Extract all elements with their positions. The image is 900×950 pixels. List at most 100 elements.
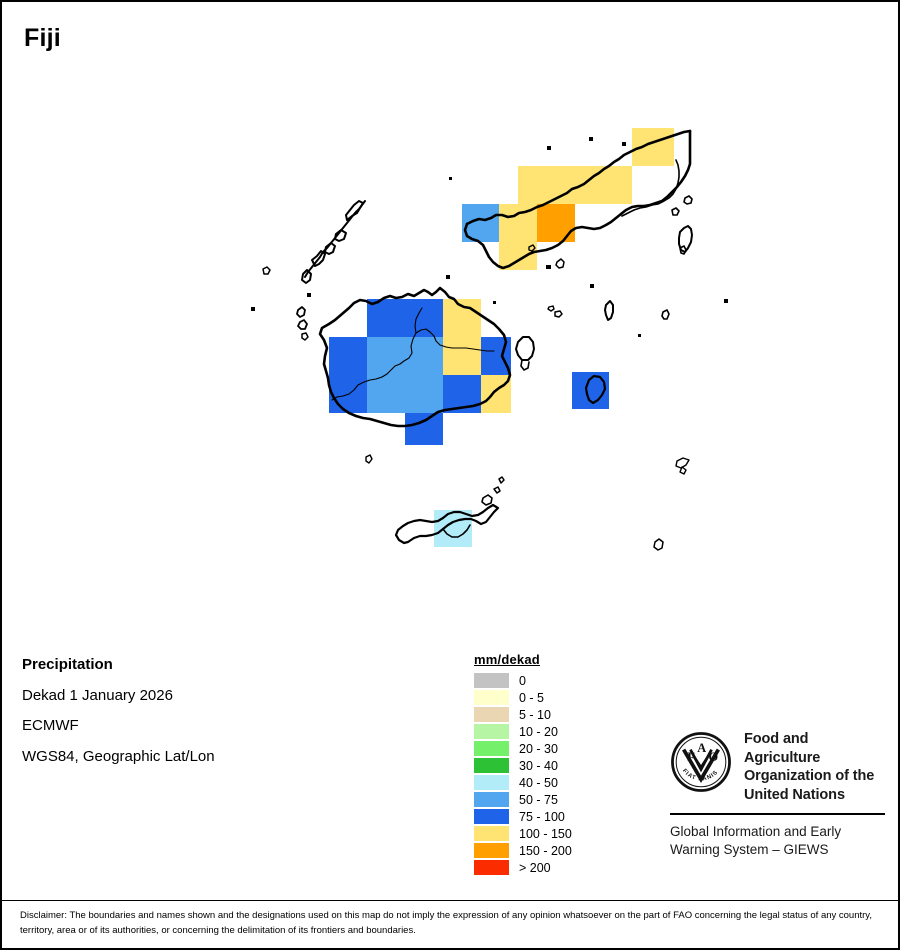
coast-mamanuca-3	[301, 332, 309, 341]
legend-color-swatch	[474, 741, 509, 756]
coast-ovalau	[515, 336, 535, 361]
coast-islet-e	[547, 305, 555, 312]
coast-kadavu-islet	[481, 494, 493, 506]
coast-islet-a	[661, 309, 670, 320]
coast-taveuni	[678, 225, 693, 253]
precipitation-cell	[518, 166, 612, 204]
coast-viti-levu	[318, 286, 512, 428]
disclaimer-text: Disclaimer: The boundaries and names sho…	[20, 910, 872, 936]
coast-kadavu-dot-2	[498, 476, 505, 484]
islet-dot-6	[589, 137, 593, 141]
islet-dot-4	[590, 284, 594, 288]
coast-vanua-levu-south	[463, 129, 692, 270]
legend-row: 0 - 5	[470, 689, 610, 706]
coast-natewa-peninsula	[621, 159, 680, 217]
coast-rabi	[683, 195, 693, 205]
legend-row: 10 - 20	[470, 723, 610, 740]
coastline-layer	[251, 129, 728, 551]
islet-dot-3	[446, 275, 450, 279]
legend-color-swatch	[474, 758, 509, 773]
legend-label: 20 - 30	[519, 741, 558, 756]
legend-label: 75 - 100	[519, 809, 565, 824]
legend-color-swatch	[474, 860, 509, 875]
legend-color-swatch	[474, 707, 509, 722]
precipitation-cell	[367, 299, 443, 337]
interior-boundary-viti-levu-3	[414, 307, 423, 334]
legend-label: 50 - 75	[519, 792, 558, 807]
info-variable: Precipitation	[22, 656, 113, 673]
coast-islet-c	[554, 310, 563, 318]
legend-color-swatch	[474, 843, 509, 858]
legend-row: 5 - 10	[470, 706, 610, 723]
legend-label: 5 - 10	[519, 707, 551, 722]
legend-row: 20 - 30	[470, 740, 610, 757]
islet-dot-7	[251, 307, 255, 311]
coast-islet-d	[555, 258, 565, 269]
islet-dot-9	[622, 142, 626, 146]
coast-yasawa-segment-5	[345, 200, 364, 221]
svg-text:A: A	[697, 741, 706, 755]
legend-label: 40 - 50	[519, 775, 558, 790]
map-legend: mm/dekad 0 0 - 5 5 - 10 10 - 20 20 - 30 30 - …	[470, 652, 610, 876]
islet-dot-11	[638, 334, 641, 337]
legend-row: 0	[470, 672, 610, 689]
coast-yasawa-segment-2	[311, 250, 326, 267]
map-canvas[interactable]	[2, 2, 898, 642]
islet-dot-10	[493, 301, 496, 304]
coast-kadavu-dot-1	[493, 486, 501, 494]
coast-islet-j	[528, 244, 536, 252]
disclaimer-divider	[2, 900, 898, 901]
coast-vanua-levu	[465, 129, 692, 226]
coast-gau	[604, 300, 614, 321]
legend-color-swatch	[474, 792, 509, 807]
svg-text:F: F	[687, 750, 695, 764]
fao-branding-block: F A O FIAT PANIS Food and Agriculture Or…	[670, 730, 885, 860]
info-period: Dekad 1 January 2026	[22, 686, 173, 704]
legend-color-swatch	[474, 724, 509, 739]
islet-dot-12	[449, 177, 452, 180]
legend-label: 30 - 40	[519, 758, 558, 773]
legend-row: 40 - 50	[470, 774, 610, 791]
legend-row: 100 - 150	[470, 825, 610, 842]
legend-row: > 200	[470, 859, 610, 876]
fao-logo-icon: F A O FIAT PANIS	[670, 731, 732, 798]
coast-yasawa-segment-1	[301, 269, 312, 284]
coast-koro	[584, 374, 607, 405]
precipitation-cell	[612, 166, 632, 204]
map-graphic	[251, 128, 728, 551]
legend-label: 0 - 5	[519, 690, 545, 705]
coast-yasawa-segment-4	[334, 229, 347, 242]
legend-label: 150 - 200	[519, 843, 572, 858]
fao-divider	[670, 813, 885, 816]
coast-yasawa-segment-3	[324, 242, 336, 255]
legend-color-swatch	[474, 809, 509, 824]
islet-dot-8	[307, 293, 311, 297]
coast-kioa	[671, 207, 680, 216]
coast-islet-h	[653, 538, 664, 551]
precipitation-grid-layer	[329, 128, 674, 547]
islet-dot-1	[547, 146, 551, 150]
coast-islet-g	[679, 466, 687, 475]
legend-row: 50 - 75	[470, 791, 610, 808]
legend-row: 150 - 200	[470, 842, 610, 859]
coast-islet-f	[675, 457, 690, 469]
islet-dot-2	[546, 265, 551, 269]
legend-label: > 200	[519, 860, 551, 875]
precipitation-cell	[537, 204, 575, 242]
legend-color-swatch	[474, 673, 509, 688]
legend-title: mm/dekad	[474, 652, 540, 667]
info-source: ECMWF	[22, 717, 79, 734]
interior-boundary-viti-levu-2	[415, 328, 495, 352]
legend-color-swatch	[474, 826, 509, 841]
coast-mamanuca-2	[297, 319, 308, 330]
svg-text:O: O	[708, 750, 718, 764]
interior-boundary-viti-levu	[331, 332, 417, 401]
legend-label: 10 - 20	[519, 724, 558, 739]
precipitation-cell	[434, 510, 472, 547]
legend-color-swatch	[474, 690, 509, 705]
precipitation-cell	[405, 413, 443, 445]
legend-row: 30 - 40	[470, 757, 610, 774]
coast-mamanuca	[296, 306, 306, 318]
precipitation-cell	[443, 337, 481, 375]
